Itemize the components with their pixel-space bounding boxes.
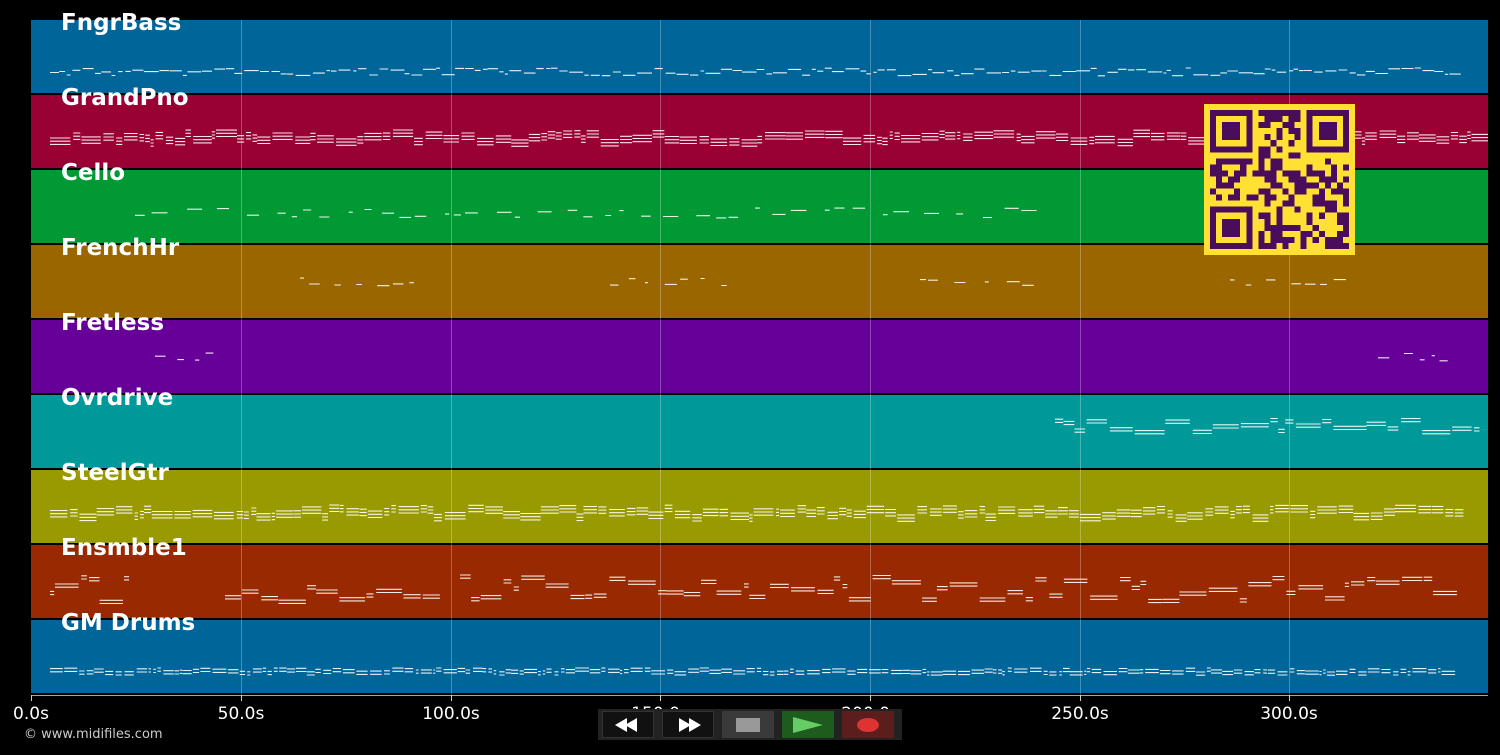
- rewind-button[interactable]: [602, 711, 654, 738]
- track-name-label: Fretless: [61, 310, 165, 336]
- track-gm-drums[interactable]: GM Drums: [31, 610, 1488, 693]
- grid-line: [1289, 20, 1290, 695]
- track-name-label: GM Drums: [61, 610, 196, 636]
- track-ensmble1[interactable]: Ensmble1: [31, 535, 1488, 618]
- track-notes: [300, 277, 1346, 287]
- track-frenchhr[interactable]: FrenchHr: [31, 235, 1488, 318]
- tick-label: 0.0s: [13, 704, 49, 724]
- track-name-label: FrenchHr: [61, 235, 180, 261]
- tick-mark: [31, 695, 32, 701]
- track-ovrdrive[interactable]: Ovrdrive: [31, 385, 1488, 468]
- fast-forward-icon: [679, 717, 701, 732]
- track-name-label: GrandPno: [61, 85, 189, 111]
- copyright-text: © www.midifiles.com: [24, 727, 163, 742]
- tick-mark: [241, 695, 242, 701]
- tick-mark: [1080, 695, 1081, 701]
- track-notes: [50, 504, 1464, 522]
- grid-line: [1080, 20, 1081, 695]
- tick-mark: [870, 695, 871, 701]
- qr-code-image: [1204, 104, 1355, 255]
- track-notes: [1055, 417, 1480, 435]
- grid-line: [870, 20, 871, 695]
- track-name-label: FngrBass: [61, 10, 182, 36]
- tick-mark: [451, 695, 452, 701]
- track-name-label: Ovrdrive: [61, 385, 174, 411]
- rewind-icon: [615, 717, 637, 732]
- fast-forward-button[interactable]: [662, 711, 714, 738]
- tick-mark: [660, 695, 661, 701]
- grid-line: [660, 20, 661, 695]
- tick-label: 300.0s: [1260, 704, 1318, 724]
- track-notes: [50, 67, 1461, 77]
- track-name-label: Ensmble1: [61, 535, 187, 561]
- track-fngrbass[interactable]: FngrBass: [31, 10, 1488, 93]
- stop-button[interactable]: [722, 711, 774, 738]
- playback-controls: [598, 709, 902, 740]
- track-name-label: SteelGtr: [61, 460, 169, 486]
- grid-line: [451, 20, 452, 695]
- time-axis: [31, 695, 1488, 696]
- track-steelgtr[interactable]: SteelGtr: [31, 460, 1488, 543]
- tick-label: 50.0s: [217, 704, 265, 724]
- play-icon: [793, 716, 823, 733]
- record-icon: [857, 717, 879, 732]
- track-fretless[interactable]: Fretless: [31, 310, 1488, 393]
- record-button[interactable]: [842, 711, 894, 738]
- tick-label: 250.0s: [1051, 704, 1109, 724]
- tick-label: 100.0s: [422, 704, 480, 724]
- track-notes: [50, 667, 1456, 676]
- track-notes: [50, 574, 1457, 605]
- stop-icon: [736, 717, 760, 732]
- track-notes: [155, 352, 1448, 362]
- grid-line: [241, 20, 242, 695]
- track-notes: [135, 207, 1037, 219]
- tick-mark: [1289, 695, 1290, 701]
- track-name-label: Cello: [61, 160, 126, 186]
- play-button[interactable]: [782, 711, 834, 738]
